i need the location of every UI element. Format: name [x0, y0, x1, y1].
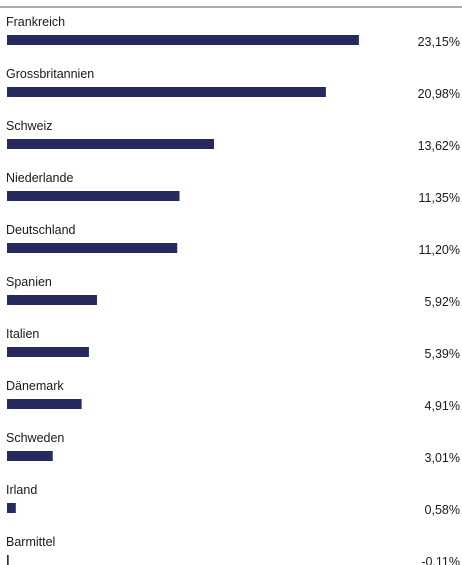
value-label-frankreich: 23,15%: [418, 35, 460, 49]
category-label-niederlande: Niederlande: [6, 171, 73, 185]
category-label-schweden: Schweden: [6, 431, 64, 445]
category-label-schweiz: Schweiz: [6, 119, 53, 133]
category-label-irland: Irland: [6, 483, 37, 497]
value-label-barmittel: -0,11%: [421, 555, 460, 565]
bar-italien: [7, 347, 89, 357]
category-label-daenemark: Dänemark: [6, 379, 64, 393]
value-label-schweiz: 13,62%: [418, 139, 460, 153]
bar-irland: [7, 503, 16, 513]
bar-daenemark: [7, 399, 82, 409]
category-label-grossbritannien: Grossbritannien: [6, 67, 94, 81]
bar-frankreich: [7, 35, 359, 45]
bar-deutschland: [7, 243, 178, 253]
category-label-barmittel: Barmittel: [6, 535, 55, 549]
value-label-niederlande: 11,35%: [419, 191, 460, 205]
value-label-deutschland: 11,20%: [419, 243, 460, 257]
value-label-spanien: 5,92%: [425, 295, 460, 309]
bar-barmittel: [7, 555, 9, 565]
category-label-spanien: Spanien: [6, 275, 52, 289]
bar-grossbritannien: [7, 87, 326, 97]
category-label-frankreich: Frankreich: [6, 15, 65, 29]
value-label-schweden: 3,01%: [425, 451, 460, 465]
bar-schweiz: [7, 139, 215, 149]
bar-spanien: [7, 295, 97, 305]
value-label-grossbritannien: 20,98%: [418, 87, 460, 101]
category-label-deutschland: Deutschland: [6, 223, 76, 237]
value-label-irland: 0,58%: [425, 503, 460, 517]
value-label-daenemark: 4,91%: [425, 399, 460, 413]
value-label-italien: 5,39%: [425, 347, 460, 361]
category-label-italien: Italien: [6, 327, 39, 341]
bar-schweden: [7, 451, 53, 461]
bar-niederlande: [7, 191, 180, 201]
